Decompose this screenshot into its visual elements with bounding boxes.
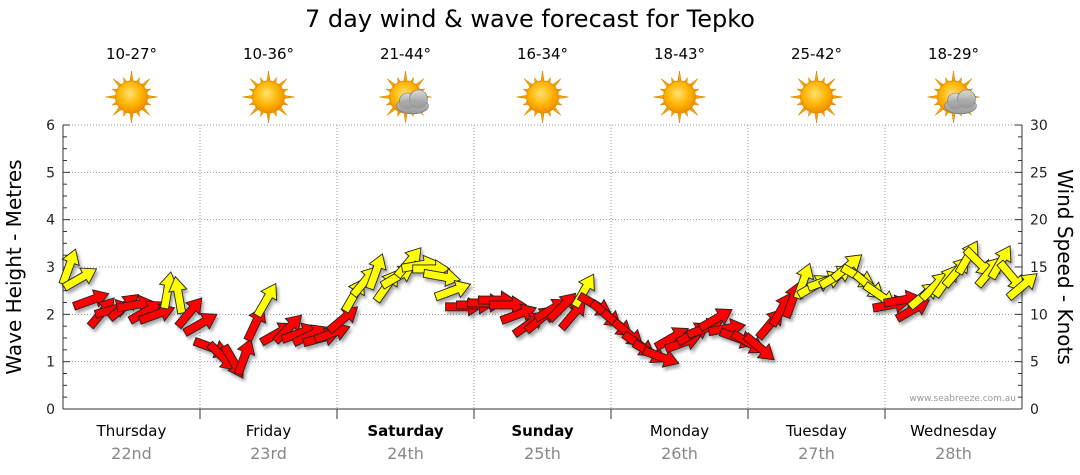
wind-arrow [422,267,462,287]
wind-arrow [1005,273,1038,302]
left-axis-title: Wave Height - Metres [2,159,26,374]
temp-range-label: 21-44° [380,45,431,63]
left-tick-label: 3 [46,260,55,276]
wind-arrow [168,275,188,315]
day-labels: Thursday 22nd Friday 23rd Saturday 24th Sunday… [96,422,997,463]
right-axis-title: Wind Speed - Knots [1053,169,1077,365]
wind-arrow [174,297,203,330]
wind-arrow [233,338,256,376]
day-name-label: Friday [246,422,292,440]
day-date-label: 24th [387,444,424,463]
grid-lines [63,124,1022,419]
credit-text: www.seabreeze.com.au [909,394,1016,404]
day-name-label: Tuesday [785,422,847,440]
temp-range-label: 10-27° [106,45,157,63]
right-tick-label: 25 [1030,165,1048,181]
right-tick-label: 15 [1030,260,1048,276]
left-tick-label: 0 [46,402,55,418]
right-tick-label: 10 [1030,307,1048,323]
right-tick-label: 30 [1030,118,1048,134]
axes [62,124,1023,410]
sun-icon [242,70,295,124]
left-tick-label: 5 [46,165,55,181]
right-tick-label: 20 [1030,213,1048,229]
weather-row: 10-27° 10-36° 21-44° 16-34° 18-43° 25-42° 18-2… [105,45,980,124]
left-tick-label: 2 [46,307,55,323]
wind-arrow [365,253,387,291]
day-date-label: 23rd [250,444,287,463]
temp-range-label: 10-36° [243,45,294,63]
day-name-label: Sunday [511,422,574,440]
wind-arrow [137,303,176,325]
right-tick-labels: 0 5 10 15 20 25 30 [1030,118,1048,418]
day-name-label: Thursday [96,422,167,440]
sun-icon [516,70,569,124]
right-tick-label: 0 [1030,402,1039,418]
sun-icon [653,70,706,124]
wind-arrow [962,246,993,277]
wind-arrow [326,306,359,335]
partly-cloudy-icon [379,70,432,124]
wind-arrow [61,267,98,292]
sun-icon [105,70,158,124]
wind-arrow [182,313,218,337]
day-date-label: 27th [798,444,835,463]
day-date-label: 25th [524,444,561,463]
sun-icon [790,70,843,124]
left-tick-labels: 0 1 2 3 4 5 6 [46,118,55,418]
plot-area: 0 1 2 3 4 5 6 0 5 10 15 20 25 30 www.seabreeze.com.a… [46,118,1048,419]
wind-arrow [996,259,1025,292]
temp-range-label: 18-43° [654,45,705,63]
wind-arrow [742,332,775,361]
day-date-label: 28th [935,444,972,463]
wind-arrow [546,292,577,323]
right-tick-label: 5 [1030,355,1039,371]
day-date-label: 26th [661,444,698,463]
wind-arrow [253,282,278,319]
wind-arrows [58,240,1038,379]
left-tick-label: 4 [46,213,55,229]
partly-cloudy-icon [927,70,980,124]
wind-arrow [697,308,733,333]
day-name-label: Monday [650,422,709,440]
temp-range-label: 16-34° [517,45,568,63]
wind-arrow [433,279,472,302]
left-tick-label: 6 [46,118,55,134]
left-tick-label: 1 [46,355,55,371]
wind-arrow [571,273,595,309]
day-name-label: Wednesday [910,422,997,440]
temp-range-label: 25-42° [791,45,842,63]
chart-title: 7 day wind & wave forecast for Tepko [305,5,755,33]
wind-arrow [499,303,538,325]
day-date-label: 22nd [111,444,152,463]
wind-arrow [72,289,110,311]
temp-range-label: 18-29° [928,45,979,63]
day-name-label: Saturday [367,422,444,440]
